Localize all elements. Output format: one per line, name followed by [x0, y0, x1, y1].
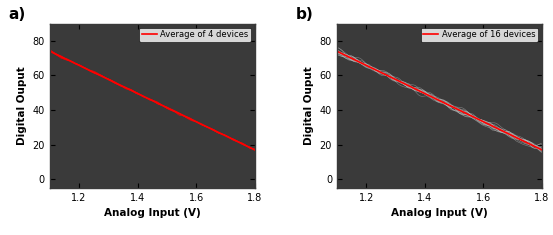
Line: Average of 4 devices: Average of 4 devices	[50, 51, 255, 150]
Text: a): a)	[9, 7, 26, 22]
Average of 16 devices	[456, 109, 462, 111]
X-axis label: Analog Input (V): Analog Input (V)	[391, 208, 488, 218]
Average of 4 devices	[252, 149, 258, 151]
Average of 16 devices	[333, 50, 340, 53]
Average of 16 devices	[432, 97, 439, 100]
Average of 4 devices	[46, 50, 53, 53]
Average of 4 devices	[144, 97, 150, 99]
Text: b): b)	[296, 7, 314, 22]
Average of 16 devices	[539, 149, 545, 151]
Average of 16 devices	[445, 103, 451, 106]
Y-axis label: Digital Ouput: Digital Ouput	[304, 66, 314, 145]
Average of 16 devices	[534, 146, 540, 149]
Legend: Average of 16 devices: Average of 16 devices	[421, 28, 538, 42]
Average of 4 devices	[247, 146, 253, 149]
Average of 16 devices	[502, 131, 508, 133]
Legend: Average of 4 devices: Average of 4 devices	[139, 28, 251, 42]
X-axis label: Analog Input (V): Analog Input (V)	[104, 208, 201, 218]
Average of 4 devices	[169, 109, 175, 111]
Average of 16 devices	[431, 97, 437, 99]
Average of 4 devices	[215, 131, 221, 133]
Line: Average of 16 devices: Average of 16 devices	[337, 51, 542, 150]
Y-axis label: Digital Ouput: Digital Ouput	[17, 66, 27, 145]
Average of 4 devices	[158, 103, 164, 106]
Average of 4 devices	[145, 97, 152, 100]
